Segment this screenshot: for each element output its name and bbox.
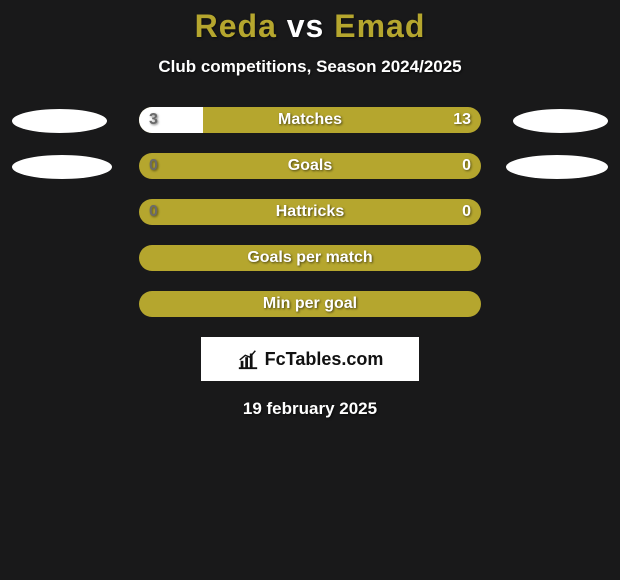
player2-oval [513,109,608,133]
stat-row: Hattricks0 0 [0,199,620,227]
logo-suffix: .com [341,349,383,369]
value-left: 0 [139,153,168,179]
value-right: 0 [452,199,481,225]
player2-oval [506,155,608,179]
logo-box: FcTables.com [201,337,419,381]
bar-chip: Min per goal [139,291,481,317]
value-right: 0 [452,153,481,179]
bar-chart-icon [237,348,259,370]
player1-oval [12,109,107,133]
logo-text: FcTables.com [265,349,384,370]
player1-name: Reda [195,8,277,44]
date-text: 19 february 2025 [0,399,620,419]
player2-name: Emad [334,8,425,44]
logo-main: Tables [286,349,342,369]
bar-label: Matches [139,107,481,133]
stats-rows: Matches313Goals00Hattricks00Goals per ma… [0,107,620,319]
bar-label: Goals [139,153,481,179]
bar-chip: Goals per match [139,245,481,271]
logo-prefix: Fc [265,349,286,369]
page-title: Reda vs Emad [0,8,620,45]
vs-text: vs [287,8,325,44]
stat-row: Min per goal [0,291,620,319]
infographic-container: Reda vs Emad Club competitions, Season 2… [0,0,620,580]
player1-oval [12,155,112,179]
stat-row: Goals0 0 [0,153,620,181]
bar-label: Hattricks [139,199,481,225]
value-left: 3 [139,107,168,133]
value-left: 0 [139,199,168,225]
subtitle: Club competitions, Season 2024/2025 [0,57,620,77]
stat-row: Goals per match [0,245,620,273]
stat-row: Matches3 13 [0,107,620,135]
value-right: 13 [443,107,481,133]
